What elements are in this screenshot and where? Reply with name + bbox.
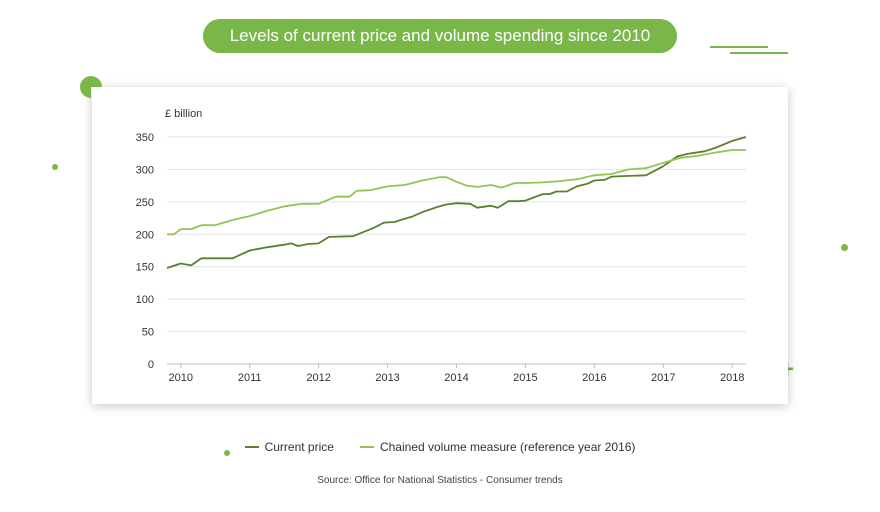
- legend-swatch: [244, 446, 259, 448]
- x-tick-label: 2018: [720, 372, 744, 384]
- decorative-dot: [52, 164, 58, 170]
- x-tick-label: 2016: [582, 372, 606, 384]
- decorative-line: [710, 46, 768, 48]
- legend-item-chained-volume: Chained volume measure (reference year 2…: [359, 440, 636, 454]
- y-tick-label: 50: [142, 327, 154, 339]
- line-chart: £ billion 0 50 100 150 200 250 300 350 2010 2011…: [136, 108, 747, 384]
- grid-lines: [167, 136, 746, 365]
- x-tick-label: 2011: [238, 372, 262, 384]
- y-tick-labels: 0 50 100 150 200 250 300 350: [136, 132, 154, 371]
- x-tick-label: 2010: [169, 372, 193, 384]
- source-note: Source: Office for National Statistics -…: [317, 475, 563, 486]
- legend: Current price Chained volume measure (re…: [0, 440, 880, 454]
- x-tick-label: 2015: [513, 372, 537, 384]
- y-tick-label: 300: [136, 164, 154, 176]
- legend-label: Chained volume measure (reference year 2…: [379, 440, 636, 454]
- y-tick-label: 200: [136, 229, 154, 241]
- y-tick-label: 150: [136, 262, 154, 274]
- chart-card: [92, 87, 788, 404]
- series-line-chained-volume: [167, 149, 746, 236]
- x-tick-label: 2012: [306, 372, 330, 384]
- x-tick-label: 2013: [375, 372, 399, 384]
- y-axis-label: £ billion: [165, 108, 202, 120]
- legend-item-current-price: Current price: [244, 440, 334, 454]
- y-tick-label: 250: [136, 197, 154, 209]
- decorative-line: [730, 52, 788, 54]
- decorative-dot: [841, 244, 848, 251]
- series-lines: [166, 136, 747, 269]
- legend-swatch: [359, 446, 374, 448]
- x-tick-label: 2017: [651, 372, 675, 384]
- y-tick-label: 0: [148, 359, 154, 371]
- chart-title: Levels of current price and volume spend…: [203, 19, 677, 53]
- decorative-dot: [224, 450, 230, 456]
- legend-label: Current price: [264, 440, 334, 454]
- y-tick-label: 350: [136, 132, 154, 144]
- series-line-current-price: [166, 136, 747, 269]
- x-tick-label: 2014: [444, 372, 468, 384]
- x-tick-labels: 2010 2011 2012 2013 2014 2015 2016 2017 2018: [169, 364, 744, 384]
- y-tick-label: 100: [136, 294, 154, 306]
